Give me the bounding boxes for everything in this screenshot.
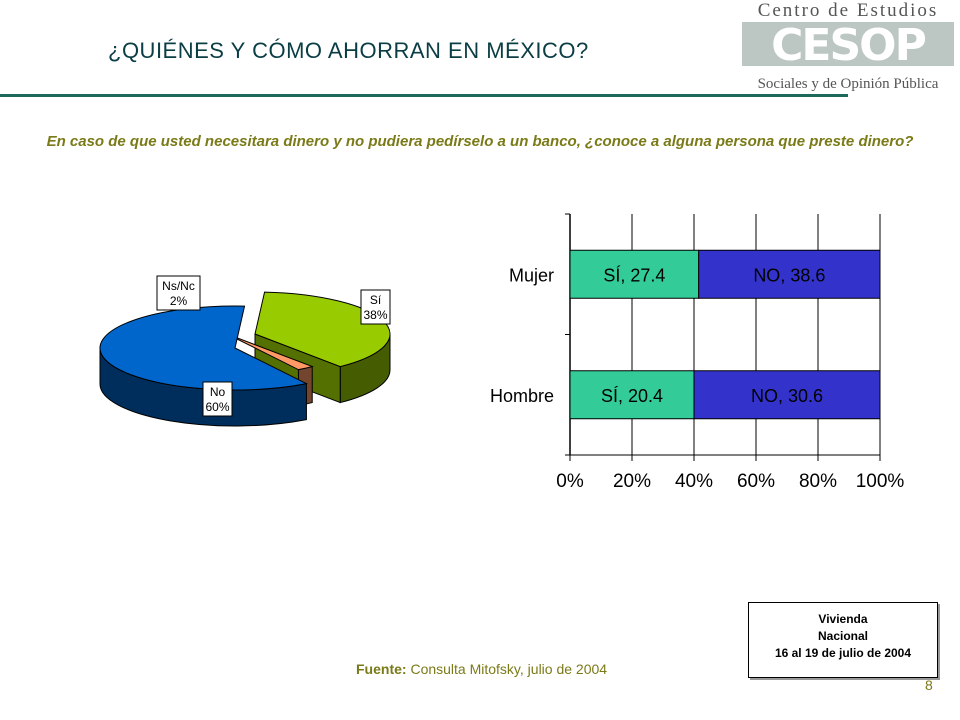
info-line-1: Vivienda [818,612,868,626]
x-tick-label: 80% [799,471,837,492]
x-tick-label: 100% [856,471,905,492]
svg-text:CESOP: CESOP [771,20,925,71]
x-tick-label: 40% [675,471,713,492]
svg-text:Sí: Sí [370,293,382,307]
bar-no-hombre [693,370,881,420]
x-tick-label: 20% [613,471,651,492]
header-rule [0,94,848,97]
category-label-hombre: Hombre [490,386,554,406]
data-label: NO, 30.6 [751,386,823,406]
bar-sí-mujer [569,249,700,299]
source-note: Fuente: Consulta Mitofsky, julio de 2004 [356,661,607,677]
svg-text:38%: 38% [363,308,387,322]
svg-text:Sociales y de Opinión Pública: Sociales y de Opinión Pública [758,76,939,92]
pie-slice-ns-nc [226,333,314,371]
survey-question: En caso de que usted necesitara dinero y… [46,133,914,150]
svg-text:Ns/Nc: Ns/Nc [162,279,195,293]
survey-info-box: Vivienda Nacional 16 al 19 de julio de 2… [748,602,938,678]
data-label: SÍ, 20.4 [601,386,663,406]
svg-text:Centro de Estudios: Centro de Estudios [758,0,939,21]
svg-text:60%: 60% [205,400,229,414]
category-label-mujer: Mujer [509,265,554,285]
info-line-3: 16 al 19 de julio de 2004 [774,646,912,660]
page-title: ¿QUIÉNES Y CÓMO AHORRAN EN MÉXICO? [108,38,589,63]
cesop-logo: Centro de Estudios CESOP Sociales y de O… [742,0,954,92]
x-tick-label: 60% [737,471,775,492]
x-tick-label: 0% [556,471,584,492]
page-number: 8 [925,677,933,693]
source-label: Fuente: [356,661,407,677]
source-text: Consulta Mitofsky, julio de 2004 [406,661,608,677]
svg-text:2%: 2% [170,294,188,308]
pie-label-ns-nc: Ns/Nc2% [156,275,201,311]
info-line-2: Nacional [817,629,868,643]
data-label: SÍ, 27.4 [603,265,665,285]
data-label: NO, 38.6 [753,265,825,285]
stacked-bar-chart: 0% 20% 40% 60% 80% 100% Mujer SÍ, 27.4 NO, 38.6 H… [490,213,905,492]
svg-text:No: No [210,385,226,399]
bar-no-mujer [698,249,881,299]
